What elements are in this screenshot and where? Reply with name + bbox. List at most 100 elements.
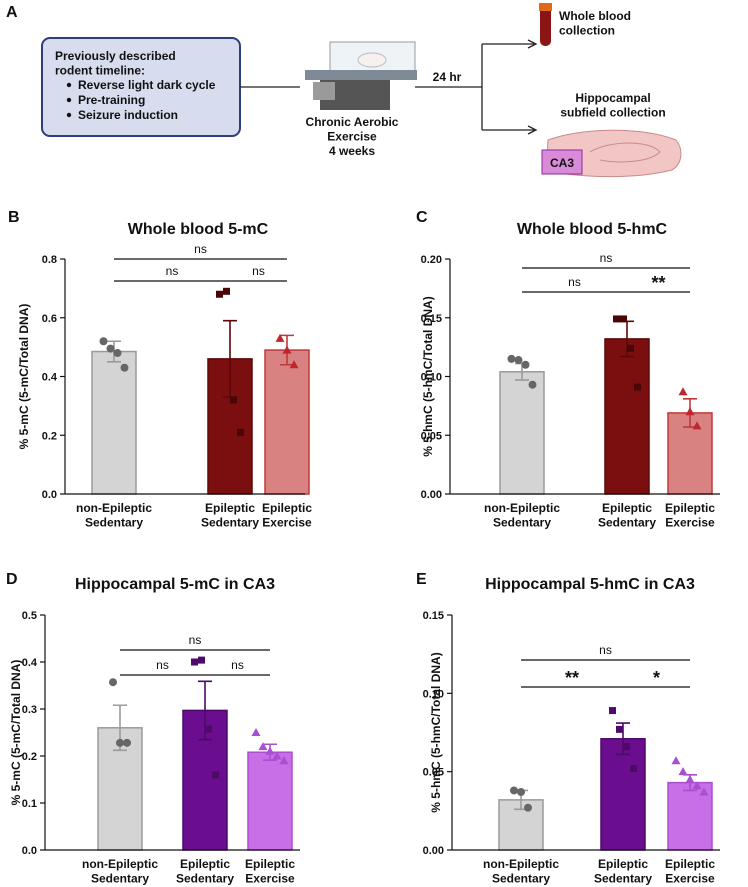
x-tick-label: non-Epileptic Sedentary	[76, 501, 152, 529]
data-point	[282, 345, 292, 354]
text-line: Sedentary	[91, 871, 149, 885]
y-tick-label: 0.1	[22, 798, 37, 810]
text-line: Exercise	[262, 515, 312, 529]
significance-label: *	[653, 668, 660, 688]
text-line: Exercise	[665, 871, 715, 885]
data-point	[634, 383, 641, 391]
bar	[264, 349, 310, 495]
treadmill-icon	[305, 41, 417, 110]
text-line: non-Epileptic	[483, 857, 559, 871]
tube-cap	[539, 3, 552, 11]
text-line: Sedentary	[493, 515, 551, 529]
data-point	[123, 738, 131, 747]
data-point	[275, 333, 285, 342]
y-tick-label: 0.0	[22, 845, 37, 857]
data-point	[609, 707, 616, 715]
data-point	[678, 387, 688, 396]
text-line: Sedentary	[85, 515, 143, 529]
data-point	[517, 788, 525, 797]
data-point	[623, 743, 630, 751]
chart-title: Hippocampal 5-hmC in CA3	[485, 576, 695, 593]
y-tick-label: 0.15	[423, 610, 444, 622]
significance-label: ns	[568, 275, 581, 289]
data-point	[613, 315, 620, 323]
bar	[604, 338, 650, 495]
text-line: Chronic Aerobic	[306, 115, 399, 129]
significance-label: ns	[156, 658, 169, 672]
data-point	[113, 349, 122, 357]
blood-tube	[540, 6, 551, 46]
data-point	[212, 771, 219, 779]
timeline-item: Reverse light dark cycle	[78, 78, 216, 92]
data-point	[528, 380, 537, 389]
data-point	[510, 786, 518, 795]
x-tick-label: Epileptic Exercise	[262, 501, 312, 529]
text-line: Sedentary	[594, 871, 652, 885]
belt	[305, 70, 417, 80]
data-point	[279, 756, 289, 765]
arrows	[481, 39, 538, 135]
x-tick-label: Epileptic Exercise	[665, 857, 715, 885]
data-point	[685, 407, 695, 416]
data-point	[216, 290, 223, 298]
x-tick-label: non-Epileptic Sedentary	[82, 857, 158, 885]
x-tick-label: Epileptic Sedentary	[176, 857, 234, 885]
interval-label: 24 hr	[433, 70, 462, 84]
y-tick-label: 0.00	[423, 845, 444, 857]
text-line: Epileptic	[245, 857, 295, 871]
y-tick-label: 0.05	[423, 767, 444, 779]
text-line: Whole blood	[559, 9, 631, 23]
region-label: CA3	[550, 156, 574, 170]
significance-label: ns	[252, 264, 265, 278]
data-point	[272, 751, 282, 760]
panel-label: E	[416, 571, 427, 588]
text-line: Sedentary	[598, 515, 656, 529]
significance-label: **	[651, 273, 665, 293]
data-point	[521, 360, 530, 369]
timeline-title: Previously described rodent timeline:	[55, 49, 176, 77]
text-line: non-Epileptic	[82, 857, 158, 871]
text-line: Exercise	[327, 129, 377, 143]
data-point	[524, 803, 532, 812]
timeline-list: Reverse light dark cyclePre-trainingSeiz…	[66, 78, 216, 122]
x-tick-label: non-Epileptic Sedentary	[484, 501, 560, 529]
text-line: rodent timeline:	[55, 63, 145, 77]
text-line: Epileptic	[665, 501, 715, 515]
y-tick-label: 0.05	[421, 430, 442, 442]
bullet	[66, 112, 72, 118]
data-point	[289, 360, 299, 369]
text-line: collection	[559, 23, 615, 37]
data-point	[237, 428, 244, 436]
data-point	[507, 354, 516, 363]
chart-title: Whole blood 5-mC	[128, 221, 269, 238]
text-line: non-Epileptic	[484, 501, 560, 515]
x-tick-label: Epileptic Sedentary	[201, 501, 259, 529]
panel-label: D	[6, 571, 18, 588]
panel-label: C	[416, 209, 428, 226]
x-tick-label: Epileptic Sedentary	[598, 501, 656, 529]
data-point	[191, 658, 198, 666]
y-axis-label: % 5-mC (5-mC/Total DNA)	[17, 304, 31, 450]
y-tick-label: 0.2	[42, 430, 57, 442]
data-point	[627, 344, 634, 352]
y-axis-label: % 5-hmC (5-hmC/Total DNA)	[429, 652, 443, 812]
y-axis-label: % 5-hmC (5-hmC/Total DNA)	[421, 296, 435, 456]
data-point	[620, 315, 627, 323]
timeline-item: Seizure induction	[78, 108, 178, 122]
text-line: non-Epileptic	[76, 501, 152, 515]
text-line: Exercise	[665, 515, 715, 529]
data-point	[223, 287, 230, 295]
data-point	[699, 787, 709, 796]
data-point	[109, 678, 117, 687]
data-point	[692, 421, 702, 430]
data-point	[116, 738, 124, 747]
data-point	[685, 775, 695, 783]
text-line: Sedentary	[176, 871, 234, 885]
data-point	[251, 728, 261, 736]
rodent	[357, 52, 387, 68]
data-point	[692, 781, 702, 790]
data-point	[265, 746, 275, 755]
y-tick-label: 0.4	[42, 372, 58, 384]
y-axis-label: % 5-mC (5-mC/Total DNA)	[9, 660, 23, 806]
